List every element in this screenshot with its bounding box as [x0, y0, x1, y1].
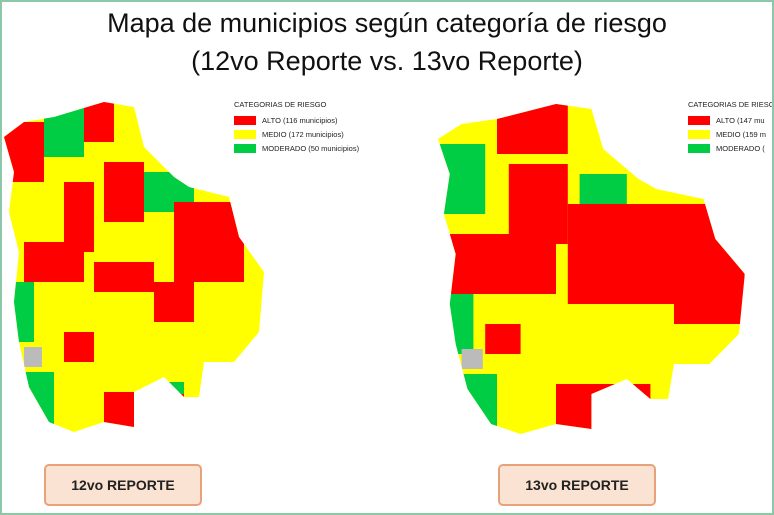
legend-item: MEDIO (172 municipios) — [234, 127, 359, 141]
report-label: 13vo REPORTE — [498, 464, 656, 506]
legend: CATEGORIAS DE RIESGO ALTO (116 municipios… — [234, 100, 359, 155]
legend-swatch — [688, 143, 710, 153]
report-label: 12vo REPORTE — [44, 464, 202, 506]
legend-text: ALTO (116 municipios) — [262, 115, 338, 125]
legend-text: MEDIO (159 m — [716, 129, 767, 139]
legend-swatch — [234, 143, 256, 153]
legend-item: MODERADO ( — [688, 141, 772, 155]
legend-swatch — [234, 115, 256, 125]
legend-swatch — [234, 129, 256, 139]
legend-text: ALTO (147 mu — [716, 115, 765, 125]
title-line: Mapa de municipios según categoría de ri… — [107, 8, 667, 38]
legend-swatch — [688, 115, 710, 125]
legend-item: ALTO (116 municipios) — [234, 113, 359, 127]
legend: CATEGORIAS DE RIESGO ALTO (147 mu MEDIO (1… — [688, 100, 774, 155]
legend-text: MODERADO (50 municipios) — [262, 143, 360, 153]
legend-item: MODERADO (50 municipios) — [234, 141, 359, 155]
legend-swatch — [688, 129, 710, 139]
legend-title: CATEGORIAS DE RIESGO — [234, 100, 327, 109]
legend-text: MEDIO (172 municipios) — [262, 129, 344, 139]
legend-item: ALTO (147 mu — [688, 113, 772, 127]
title-line: (12vo Reporte vs. 13vo Reporte) — [191, 46, 583, 76]
legend-title: CATEGORIAS DE RIESGO — [688, 100, 774, 109]
legend-item: MEDIO (159 m — [688, 127, 772, 141]
legend-text: MODERADO ( — [716, 143, 765, 153]
